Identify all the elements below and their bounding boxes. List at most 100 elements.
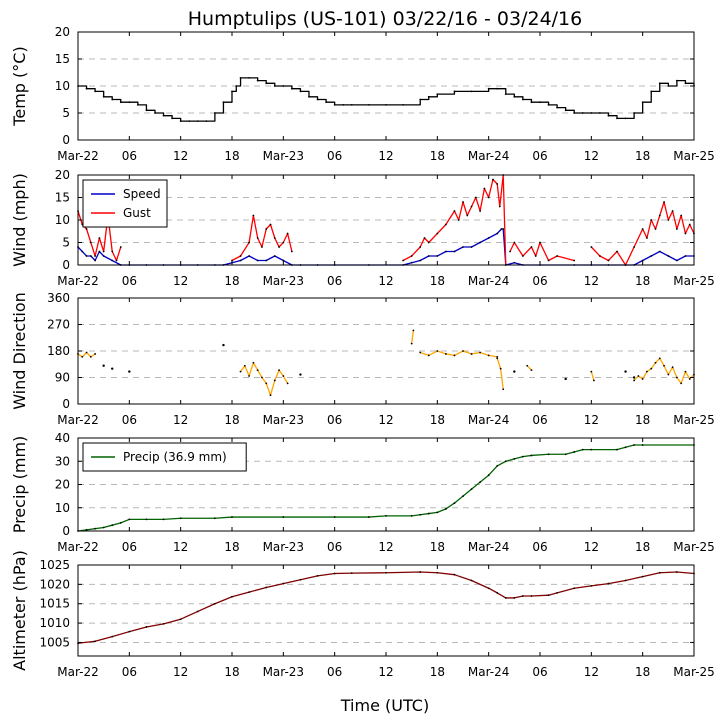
wind-gust-line-point: [453, 210, 456, 212]
alt-xtick-label: 18: [224, 665, 239, 679]
wind-xtick-label: 06: [327, 274, 342, 288]
wind-speed-line-point: [496, 232, 499, 235]
wind-gust-line-point: [89, 241, 92, 244]
temp-xtick-label: Mar-24: [468, 149, 509, 163]
precip-precip-36-9-mm--line-point: [641, 444, 644, 446]
wind-speed-line-point: [453, 250, 456, 253]
precip-xtick-label: 06: [532, 540, 547, 554]
alt-altimeter-line-point: [573, 587, 576, 590]
temp-temp-line-point: [607, 114, 610, 117]
wdir-direction-line-point: [684, 370, 687, 373]
wdir-direction-line-point: [286, 382, 289, 385]
wind-gust-line-point: [498, 205, 501, 208]
wind-speed-line-point: [81, 250, 84, 253]
wdir-direction-line-point: [530, 369, 533, 372]
temp-temp-line-point: [136, 104, 139, 106]
wind-gust-line-point: [290, 250, 293, 253]
temp-temp-line-point: [188, 120, 191, 122]
wdir-ytick-label: 180: [47, 344, 70, 358]
alt-altimeter-line-point: [607, 582, 610, 585]
wdir-direction-line-point: [453, 354, 456, 357]
alt-altimeter-line-point: [196, 610, 199, 613]
wind-ytick-label: 15: [55, 191, 70, 205]
wdir-direction-line-point: [462, 350, 464, 352]
precip-precip-36-9-mm--line-point: [427, 512, 430, 515]
wdir-direction-line-point: [410, 342, 413, 345]
alt-altimeter-line-point: [521, 595, 524, 597]
wind-xtick-label: 18: [635, 274, 650, 288]
wind-gust-line-point: [539, 241, 541, 244]
panel-wdir: 0 90 180 270 360 Mar-22 06 12 18 Mar-23 06 12 18 Mar-…: [10, 291, 715, 427]
wind-gust-line-point: [119, 246, 122, 248]
temp-temp-line-point: [235, 85, 238, 87]
temp-temp-line-point: [154, 112, 156, 114]
wind-speed-line-point: [684, 255, 687, 257]
alt-altimeter-line-point: [530, 595, 533, 597]
wind-gust-line-point: [487, 196, 490, 199]
temp-temp-line-point: [573, 112, 576, 114]
alt-altimeter-line-point: [179, 618, 182, 621]
wind-speed-line-point: [436, 255, 439, 257]
wdir-direction-line-point: [419, 351, 422, 354]
temp-temp-line-point: [316, 98, 319, 101]
wind-gust-line-point: [573, 259, 576, 262]
alt-xtick-label: Mar-22: [57, 665, 98, 679]
wind-speed-line-point: [427, 255, 430, 257]
wind-xtick-label: 12: [378, 274, 393, 288]
wind-gust-line-point: [521, 255, 524, 257]
precip-precip-36-9-mm--line-point: [231, 516, 233, 518]
wdir-direction-line-point: [265, 382, 268, 385]
wind-gust-line-point: [607, 259, 610, 262]
wdir-ytick-label: 0: [62, 397, 70, 411]
wind-gust-line-point: [410, 255, 413, 257]
precip-legend: Precip (36.9 mm): [82, 442, 247, 472]
temp-temp-line-point: [171, 117, 174, 120]
wind-gust-line-point: [273, 237, 276, 239]
wdir-direction-line-point: [248, 375, 251, 377]
precip-precip-36-9-mm--line-point: [453, 502, 456, 504]
alt-altimeter-line-point: [419, 571, 422, 573]
alt-altimeter-line-point: [641, 575, 644, 578]
wind-gust-line-point: [688, 223, 691, 226]
wind-speed-line-point: [667, 255, 670, 257]
precip-xtick-label: 18: [224, 540, 239, 554]
precip-xtick-label: Mar-24: [468, 540, 509, 554]
wdir-direction-line-point: [658, 357, 661, 360]
wind-gust-line-point: [256, 237, 259, 239]
wind-speed-line-point: [273, 255, 276, 257]
wdir-direction-line-point: [269, 394, 272, 397]
alt-altimeter-line-point: [513, 597, 516, 599]
wind-speed-line-point: [94, 259, 97, 262]
wdir-direction-dot: [299, 373, 302, 376]
wind-gust-line-point: [265, 228, 268, 230]
temp-temp-line-point: [94, 90, 97, 93]
alt-altimeter-line-point: [624, 579, 627, 582]
wind-speed-line-point: [487, 237, 490, 239]
wind-gust-line-point: [402, 259, 405, 262]
wind-gust-line-point: [427, 241, 430, 244]
wdir-xtick-label: Mar-23: [263, 413, 304, 427]
alt-xtick-label: 12: [378, 665, 393, 679]
wdir-ytick-label: 360: [47, 291, 70, 305]
alt-altimeter-line-point: [556, 591, 559, 594]
wdir-direction-line-point: [282, 375, 285, 377]
wdir-direction-line-point: [499, 367, 502, 370]
temp-temp-line-point: [402, 104, 405, 106]
wind-speed-line-point: [444, 250, 447, 253]
temp-temp-line-point: [650, 90, 653, 93]
temp-temp-line-point: [205, 120, 208, 122]
wdir-direction-line-point: [444, 353, 447, 355]
wind-gust-line-point: [646, 237, 648, 239]
temp-temp-line-point: [265, 82, 268, 85]
wdir-xtick-label: 12: [173, 413, 188, 427]
wind-legend-box: [82, 179, 168, 228]
wdir-direction-dot: [222, 343, 225, 347]
precip-xtick-label: 12: [173, 540, 188, 554]
precip-precip-36-9-mm--line-point: [119, 521, 122, 524]
alt-y-axis-title: Altimeter (hPa): [10, 550, 29, 671]
temp-temp-line-point: [239, 77, 242, 79]
temp-xtick-label: 12: [173, 149, 188, 163]
wdir-direction-line-point: [85, 351, 88, 354]
wdir-xtick-label: 06: [122, 413, 137, 427]
